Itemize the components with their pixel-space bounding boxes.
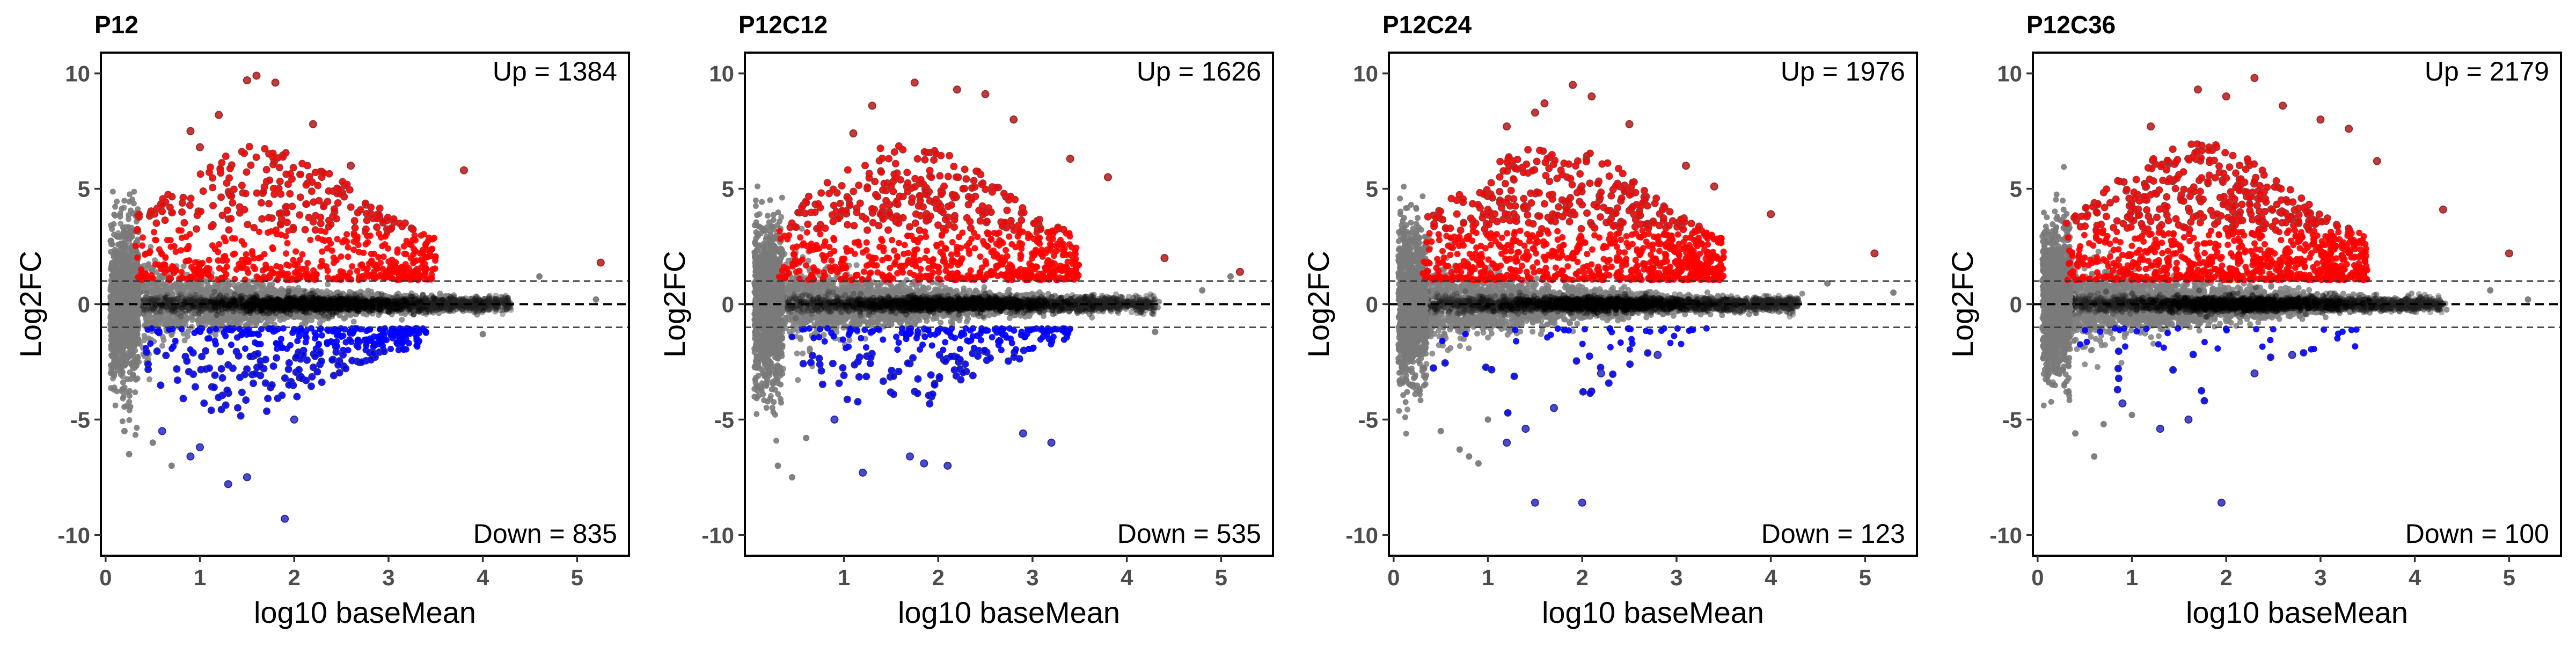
ns-point xyxy=(109,370,116,377)
ns-point xyxy=(499,297,505,304)
ns-point xyxy=(210,317,216,323)
ns-point xyxy=(428,307,435,314)
ns-point xyxy=(145,262,151,268)
ns-point xyxy=(236,281,242,288)
ns-point xyxy=(486,294,492,300)
ns-point xyxy=(264,320,270,326)
ns-point xyxy=(126,199,133,205)
ns-point xyxy=(117,213,123,220)
ns-point xyxy=(146,376,152,382)
ns-point xyxy=(185,333,191,339)
ns-point xyxy=(211,288,218,295)
ns-point xyxy=(133,294,139,300)
ns-point xyxy=(492,309,499,315)
ns-point xyxy=(198,289,204,295)
ns-point xyxy=(399,316,405,323)
panel-title: P12 xyxy=(94,11,138,39)
ns-point xyxy=(181,285,187,291)
ns-point xyxy=(132,389,138,396)
ns-point xyxy=(126,417,133,423)
ns-point xyxy=(277,317,283,323)
ns-point xyxy=(325,281,331,288)
ns-point xyxy=(112,402,119,409)
ns-point xyxy=(108,385,114,391)
ns-point xyxy=(159,343,165,349)
ns-point xyxy=(170,296,177,303)
ns-point xyxy=(458,299,465,306)
ns-point xyxy=(487,306,493,312)
ns-point xyxy=(189,281,195,288)
ns-point xyxy=(185,328,192,335)
ns-point xyxy=(120,379,126,386)
ns-point xyxy=(304,318,310,324)
ns-point xyxy=(148,295,154,302)
ns-point xyxy=(501,306,508,312)
ns-point xyxy=(132,432,138,438)
ns-point xyxy=(151,307,157,314)
ns-point xyxy=(226,281,232,288)
ns-point xyxy=(255,316,261,322)
ns-point xyxy=(109,188,116,195)
ns-point xyxy=(131,365,138,371)
ns-point xyxy=(112,213,119,219)
ns-point xyxy=(181,337,188,344)
ns-point xyxy=(247,318,254,324)
ns-point xyxy=(198,317,204,324)
ns-point xyxy=(145,317,151,324)
ns-point xyxy=(112,203,119,210)
ns-point xyxy=(131,188,137,195)
ns-point xyxy=(221,285,228,292)
ns-point xyxy=(163,286,169,292)
ns-point xyxy=(272,287,278,293)
ns-point xyxy=(134,359,140,365)
ns-point xyxy=(204,287,211,293)
ns-point xyxy=(375,290,381,297)
ns-point xyxy=(485,299,492,305)
ns-point xyxy=(171,318,178,325)
ns-point xyxy=(125,350,131,357)
ns-point xyxy=(152,287,159,293)
ns-point xyxy=(121,198,128,204)
ns-point xyxy=(239,316,246,323)
ns-point xyxy=(119,388,125,394)
ns-point xyxy=(121,293,128,300)
ns-point xyxy=(230,281,237,288)
ns-point xyxy=(160,337,167,343)
ns-point xyxy=(350,318,357,325)
ns-point xyxy=(256,283,262,290)
ns-point xyxy=(174,286,180,293)
ns-point xyxy=(153,269,160,275)
ns-point xyxy=(212,332,218,338)
ns-point xyxy=(266,282,273,288)
points-layer xyxy=(107,71,605,523)
ns-point xyxy=(119,418,126,425)
